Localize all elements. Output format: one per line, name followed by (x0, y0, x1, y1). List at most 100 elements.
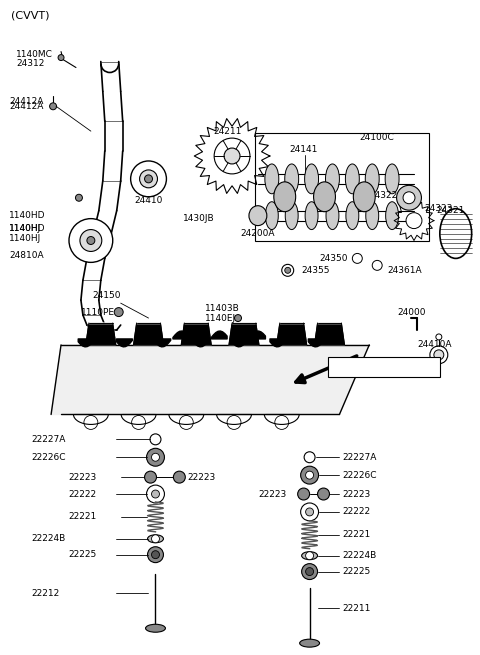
Text: 24141: 24141 (290, 145, 318, 153)
Circle shape (224, 148, 240, 164)
Ellipse shape (145, 624, 166, 632)
Circle shape (131, 161, 167, 196)
Circle shape (436, 334, 442, 340)
Circle shape (144, 471, 156, 483)
Circle shape (306, 568, 313, 576)
Circle shape (306, 508, 313, 516)
Text: 1140HJ: 1140HJ (9, 224, 42, 233)
Text: 1110PE: 1110PE (81, 308, 115, 316)
Ellipse shape (365, 164, 379, 194)
Ellipse shape (147, 534, 164, 543)
Text: 24412A: 24412A (9, 97, 44, 106)
Text: 22226C: 22226C (31, 453, 66, 462)
Circle shape (152, 551, 159, 559)
Ellipse shape (385, 202, 398, 229)
Text: 1140HD: 1140HD (9, 211, 46, 220)
Circle shape (430, 346, 448, 364)
Text: 24000: 24000 (397, 308, 426, 316)
Polygon shape (229, 323, 259, 345)
Circle shape (146, 448, 165, 466)
Text: 22225: 22225 (68, 550, 96, 559)
Text: 24321: 24321 (436, 206, 464, 215)
Text: 24810A: 24810A (9, 251, 44, 260)
Text: 22222: 22222 (342, 508, 371, 516)
Text: 24410: 24410 (134, 196, 163, 205)
Circle shape (80, 229, 102, 252)
Polygon shape (314, 323, 344, 345)
Text: 22226C: 22226C (342, 471, 377, 479)
Polygon shape (229, 325, 259, 345)
Circle shape (318, 488, 329, 500)
Circle shape (306, 552, 313, 559)
Circle shape (406, 213, 422, 229)
Text: 24150: 24150 (93, 291, 121, 300)
Circle shape (49, 103, 57, 110)
Text: 22224B: 22224B (31, 534, 65, 543)
Text: 24312: 24312 (16, 59, 45, 68)
Polygon shape (181, 323, 211, 345)
Ellipse shape (285, 202, 298, 229)
Text: 22221: 22221 (68, 512, 96, 521)
Ellipse shape (265, 202, 278, 229)
Text: 22223: 22223 (187, 473, 216, 481)
Polygon shape (86, 325, 116, 345)
Text: 22223: 22223 (258, 489, 286, 498)
Circle shape (114, 308, 123, 316)
Ellipse shape (274, 182, 296, 212)
Text: REF.20-221: REF.20-221 (335, 362, 400, 372)
Circle shape (244, 324, 252, 332)
Circle shape (300, 466, 319, 484)
Text: 24200A: 24200A (240, 229, 275, 238)
Ellipse shape (396, 185, 421, 210)
Text: 1140HJ: 1140HJ (9, 234, 42, 243)
Text: (CVVT): (CVVT) (12, 11, 50, 21)
Text: 24361A: 24361A (387, 266, 422, 275)
Circle shape (285, 267, 291, 273)
Text: 1140EJ: 1140EJ (205, 314, 236, 322)
Circle shape (306, 471, 313, 479)
Text: 24211: 24211 (213, 126, 241, 136)
Text: 22223: 22223 (68, 473, 96, 481)
Text: 11403B: 11403B (205, 304, 240, 312)
Ellipse shape (346, 202, 359, 229)
Polygon shape (314, 325, 344, 345)
Text: 22212: 22212 (31, 589, 60, 598)
Circle shape (300, 503, 319, 521)
Circle shape (146, 485, 165, 503)
Circle shape (235, 314, 241, 322)
Circle shape (372, 261, 382, 271)
Text: 24322: 24322 (369, 191, 397, 200)
Text: 24100C: 24100C (360, 132, 394, 141)
Text: 24410A: 24410A (417, 341, 452, 349)
Ellipse shape (305, 164, 319, 194)
Circle shape (144, 175, 153, 183)
Circle shape (301, 563, 318, 580)
Ellipse shape (249, 206, 267, 225)
Ellipse shape (353, 182, 375, 212)
Text: 24412A: 24412A (9, 102, 44, 111)
Text: 22211: 22211 (342, 604, 371, 613)
Circle shape (152, 453, 159, 461)
Polygon shape (133, 325, 164, 345)
Ellipse shape (366, 202, 379, 229)
Text: 22224B: 22224B (342, 551, 377, 560)
Ellipse shape (313, 182, 336, 212)
Ellipse shape (325, 164, 339, 194)
Text: 24350: 24350 (319, 254, 348, 263)
Ellipse shape (326, 202, 339, 229)
Text: 1140HD: 1140HD (9, 224, 46, 233)
Polygon shape (86, 323, 116, 345)
Circle shape (152, 534, 159, 543)
Ellipse shape (403, 192, 415, 204)
Circle shape (58, 54, 64, 60)
Polygon shape (181, 325, 211, 345)
Ellipse shape (265, 164, 279, 194)
Ellipse shape (305, 202, 318, 229)
Ellipse shape (440, 209, 472, 259)
Text: 22225: 22225 (342, 567, 371, 576)
Text: 22221: 22221 (342, 531, 371, 539)
Circle shape (87, 236, 95, 244)
Text: 1140MC: 1140MC (16, 50, 53, 59)
Text: 22227A: 22227A (342, 453, 377, 462)
Text: 1430JB: 1430JB (183, 214, 215, 223)
